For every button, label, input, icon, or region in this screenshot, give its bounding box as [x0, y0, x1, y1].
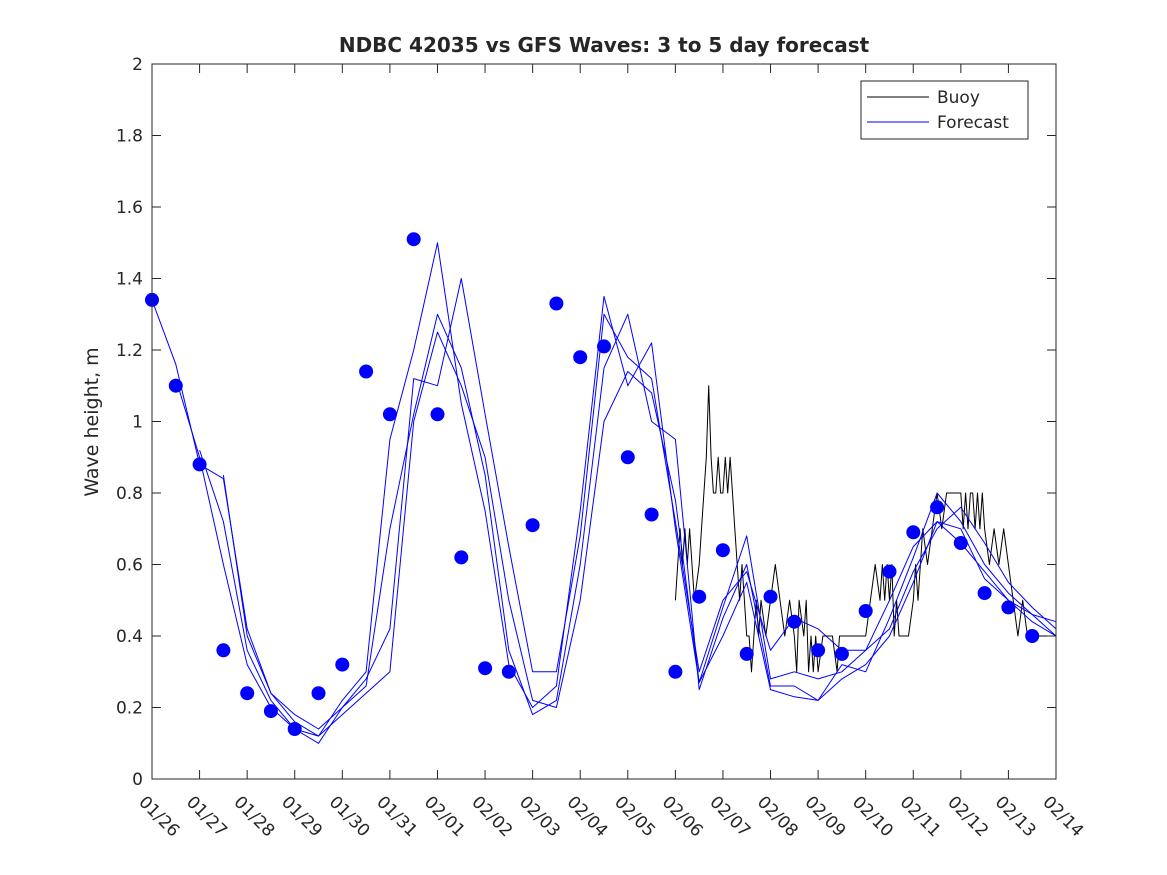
y-axis-label: Wave height, m — [81, 347, 103, 496]
forecast-point — [692, 589, 707, 604]
forecast-series-line — [151, 278, 1057, 730]
forecast-point — [668, 664, 683, 679]
legend-buoy-label: Buoy — [937, 88, 980, 108]
forecast-point — [359, 364, 374, 379]
legend: Buoy Forecast — [860, 80, 1029, 140]
forecast-point — [335, 657, 350, 672]
forecast-point — [1025, 629, 1040, 643]
forecast-point — [787, 614, 802, 629]
y-tick-label: 1.4 — [116, 270, 143, 290]
forecast-point — [644, 507, 659, 522]
forecast-point — [739, 646, 754, 661]
forecast-point — [811, 643, 826, 658]
forecast-point — [573, 350, 588, 365]
y-tick-label: 0.2 — [116, 699, 143, 719]
forecast-point — [287, 722, 302, 736]
y-tick-label: 0.8 — [116, 484, 143, 504]
y-tick-label: 0 — [132, 770, 143, 790]
forecast-point — [430, 407, 445, 422]
forecast-point — [501, 664, 516, 679]
forecast-point — [906, 525, 921, 540]
forecast-point — [263, 704, 278, 719]
forecast-series-line — [222, 331, 1057, 737]
plot-markers — [145, 232, 1040, 736]
y-tick-label: 2 — [132, 55, 143, 75]
forecast-point — [620, 450, 635, 465]
y-tick-label: 0.6 — [116, 556, 143, 576]
plot-lines — [151, 242, 1057, 744]
forecast-point — [549, 296, 564, 311]
forecast-point — [216, 643, 231, 658]
chart-title: NDBC 42035 vs GFS Waves: 3 to 5 day fore… — [339, 33, 870, 57]
y-tick-label: 0.4 — [116, 627, 143, 647]
forecast-point — [311, 686, 326, 701]
y-tick-label: 1 — [132, 413, 143, 433]
forecast-point — [715, 543, 730, 558]
y-tick-label: 1.6 — [116, 198, 143, 218]
forecast-point — [763, 589, 778, 604]
buoy-series-line — [674, 385, 1056, 673]
forecast-point — [1001, 600, 1016, 615]
forecast-point — [858, 604, 873, 618]
y-tick-label: 1.2 — [116, 341, 143, 361]
forecast-point — [192, 457, 207, 472]
forecast-point — [525, 518, 540, 533]
forecast-point — [168, 378, 183, 393]
forecast-point — [478, 661, 493, 676]
forecast-point — [406, 232, 421, 247]
legend-forecast-label: Forecast — [937, 113, 1009, 133]
forecast-series-line — [199, 313, 1057, 744]
forecast-point — [834, 646, 849, 661]
forecast-point — [597, 339, 611, 354]
forecast-point — [977, 586, 992, 601]
forecast-point — [240, 686, 255, 701]
forecast-point — [953, 536, 968, 550]
y-tick-label: 1.8 — [116, 127, 143, 147]
forecast-point — [454, 550, 469, 565]
legend-box — [860, 80, 1029, 140]
forecast-point — [882, 564, 897, 579]
forecast-point — [382, 407, 397, 422]
forecast-point — [930, 500, 945, 515]
